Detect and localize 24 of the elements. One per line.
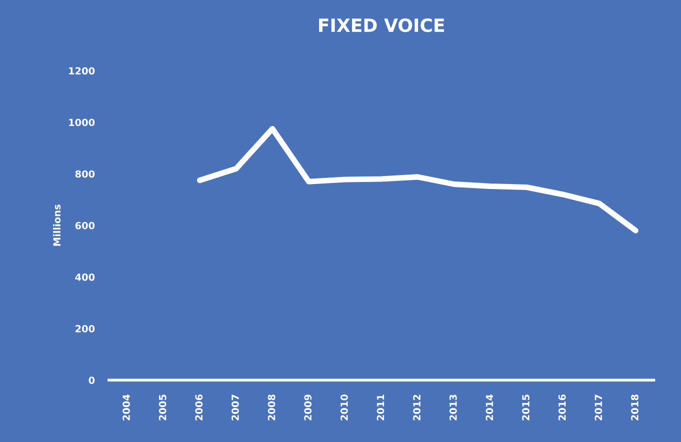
x-tick-label: 2018 bbox=[631, 394, 638, 420]
x-tick-label: 2009 bbox=[304, 394, 312, 420]
x-tick-label: 2017 bbox=[594, 394, 602, 420]
y-tick-label: 600 bbox=[75, 222, 95, 230]
x-tick-label: 2007 bbox=[232, 394, 239, 420]
x-tick-label: 2016 bbox=[558, 394, 566, 420]
x-tick-label: 2012 bbox=[413, 394, 420, 420]
x-tick-label: 2008 bbox=[268, 394, 276, 420]
x-tick-label: 2011 bbox=[376, 394, 384, 420]
y-tick-label: 0 bbox=[88, 376, 95, 384]
x-tick-label: 2014 bbox=[486, 394, 494, 420]
y-tick-label: 200 bbox=[76, 325, 95, 332]
x-tick-label: 2010 bbox=[340, 394, 348, 420]
x-tick-label: 2013 bbox=[449, 394, 457, 420]
y-tick-label: 400 bbox=[75, 273, 95, 281]
y-tick-label: 800 bbox=[75, 170, 95, 178]
y-tick-label: 1200 bbox=[69, 67, 95, 75]
x-tick-label: 2006 bbox=[195, 394, 203, 420]
y-axis-title: Millions bbox=[53, 204, 61, 246]
x-tick-label: 2015 bbox=[522, 394, 530, 420]
y-tick-label: 1000 bbox=[69, 118, 95, 126]
x-tick-label: 2004 bbox=[122, 394, 130, 420]
x-tick-label: 2005 bbox=[158, 394, 166, 420]
chart-title: FIXED VOICE bbox=[319, 18, 444, 32]
